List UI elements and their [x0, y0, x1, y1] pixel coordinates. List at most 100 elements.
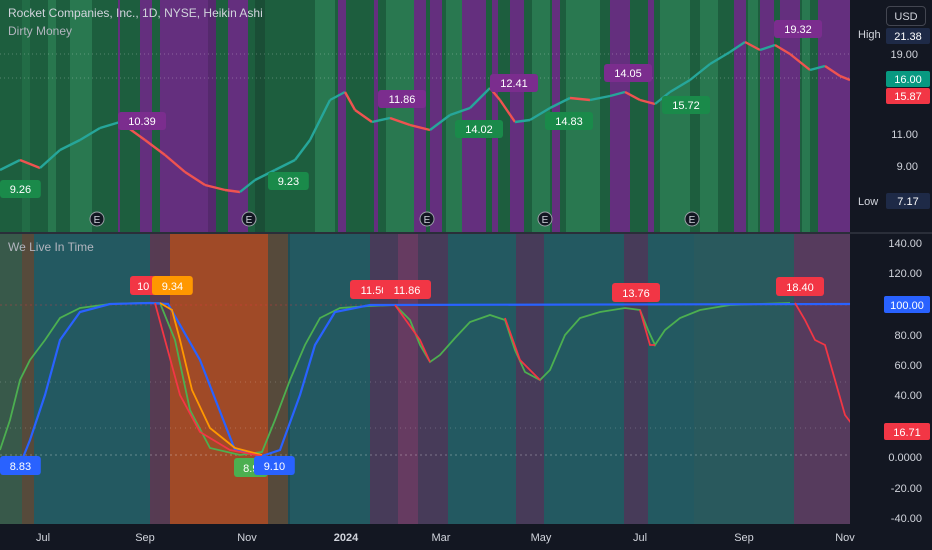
- price-band: [700, 0, 718, 232]
- price-label: 15.72: [672, 100, 700, 112]
- time-axis-tick: Sep: [734, 532, 754, 544]
- candle-segment: [514, 118, 531, 124]
- price-band: [48, 0, 56, 232]
- candle-segment: [429, 114, 451, 131]
- price-band: [760, 0, 774, 232]
- osc-band: [448, 234, 516, 524]
- osc-axis-tick: 40.00: [894, 390, 922, 402]
- price-label-bg: [268, 172, 309, 190]
- candle-segment: [689, 63, 711, 81]
- candle-segment: [343, 91, 357, 111]
- low-badge: [886, 193, 930, 209]
- osc-label-bg: [612, 283, 660, 302]
- indicator-dirty-money[interactable]: Dirty Money: [8, 24, 73, 38]
- osc-label: 11.86: [394, 285, 421, 297]
- earnings-marker: E: [94, 215, 101, 226]
- price-band: [462, 0, 486, 232]
- price-band: [160, 0, 208, 232]
- candle-segment: [609, 90, 626, 98]
- price-band: [374, 0, 378, 232]
- candle-segment: [39, 149, 61, 169]
- red-line: [504, 317, 541, 381]
- candle-segment: [759, 43, 776, 52]
- time-axis-tick: Jul: [633, 532, 647, 544]
- candle-segment: [239, 179, 256, 193]
- candle-segment: [549, 96, 571, 110]
- osc-label: 13.76: [622, 288, 650, 300]
- osc-label-bg: [776, 277, 824, 296]
- earnings-marker: E: [689, 215, 696, 226]
- osc-label: 9.10: [264, 461, 285, 473]
- candle-segment: [184, 170, 206, 187]
- candle-segment: [774, 43, 791, 56]
- candle-segment: [254, 168, 276, 182]
- candle-segment: [224, 188, 241, 194]
- candle-segment: [499, 99, 516, 123]
- candle-segment: [744, 40, 761, 52]
- candle-segment: [409, 123, 431, 132]
- currency-button[interactable]: USD: [886, 6, 926, 26]
- osc-axis-tick: 140.00: [888, 238, 922, 250]
- last-price-badge: [886, 71, 930, 87]
- price-label: 9.26: [10, 184, 31, 196]
- osc-label-bg: [130, 276, 157, 295]
- time-axis-tick: Jul: [36, 532, 50, 544]
- price-label-bg: [118, 112, 166, 130]
- osc-band: [544, 234, 624, 524]
- candle-segment: [729, 41, 746, 53]
- price-label: 12.41: [500, 78, 528, 90]
- earnings-marker: E: [246, 215, 253, 226]
- price-label-bg: [774, 20, 822, 38]
- candle-segment: [709, 50, 731, 66]
- price-band: [338, 0, 346, 232]
- high-label: High: [858, 29, 881, 41]
- candle-segment: [624, 90, 641, 102]
- pane-separator: [0, 232, 932, 234]
- osc-label: 11.50: [361, 285, 388, 297]
- price-label-bg: [490, 74, 538, 92]
- price-label-bg: [662, 96, 710, 114]
- price-axis-tick: 9.00: [897, 161, 918, 173]
- candle-segment: [389, 116, 411, 127]
- price-band: [510, 0, 524, 232]
- prev-price-badge: [886, 88, 930, 104]
- osc-band: [22, 234, 34, 524]
- osc-label-bg: [0, 456, 41, 475]
- osc-label: 10: [137, 281, 149, 293]
- candle-segment: [164, 154, 186, 173]
- red-line: [394, 304, 431, 363]
- osc-label-bg: [383, 280, 431, 299]
- candle-segment: [79, 126, 101, 142]
- candle-segment: [59, 138, 81, 152]
- earnings-icon: [684, 211, 700, 227]
- indicator-we-live-in-time[interactable]: We Live In Time: [8, 240, 94, 254]
- prev-price: 15.87: [894, 91, 922, 103]
- candle-segment: [274, 158, 296, 172]
- earnings-marker: E: [424, 215, 431, 226]
- time-axis-tick: May: [531, 532, 552, 544]
- price-band: [648, 0, 654, 232]
- time-axis-tick: Nov: [835, 532, 855, 544]
- earnings-icon: [89, 211, 105, 227]
- price-label: 10.39: [128, 116, 156, 128]
- osc-band: [268, 234, 288, 524]
- osc-axis-bg: [850, 234, 932, 524]
- red-line: [794, 302, 859, 433]
- price-label-bg: [455, 120, 503, 138]
- price-label: 14.02: [465, 124, 493, 136]
- time-axis-tick: Nov: [237, 532, 257, 544]
- candle-segment: [371, 116, 391, 124]
- red-value: 16.71: [893, 427, 921, 439]
- candle-segment: [294, 139, 311, 161]
- price-band: [532, 0, 550, 232]
- candle-segment: [824, 65, 841, 77]
- price-band: [446, 0, 462, 232]
- price-band: [70, 0, 92, 232]
- price-band: [228, 0, 248, 232]
- osc-band: [0, 234, 22, 524]
- candle-segment: [529, 106, 551, 122]
- high-value: 21.38: [894, 31, 922, 43]
- price-label: 14.05: [614, 68, 642, 80]
